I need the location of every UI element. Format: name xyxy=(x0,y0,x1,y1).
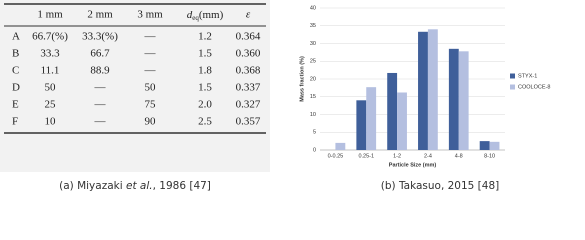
table-cell: — xyxy=(94,116,107,128)
y-tick-label: 40 xyxy=(310,5,316,11)
bar xyxy=(335,142,346,150)
table-header: ε xyxy=(246,9,251,21)
table-cell: — xyxy=(94,82,107,94)
table-cell: 0.337 xyxy=(236,82,261,94)
table-cell: 1.2 xyxy=(198,31,212,43)
y-tick-label: 35 xyxy=(310,23,316,29)
table-cell: 1.5 xyxy=(198,82,212,94)
table-header: deq(mm) xyxy=(187,9,224,22)
table-cell: 66.7(%) xyxy=(32,31,68,43)
table-cell: 2.0 xyxy=(198,99,212,111)
x-axis-label: Particle Size (mm) xyxy=(389,162,437,168)
bar xyxy=(427,29,438,150)
y-tick-label: 15 xyxy=(310,94,316,100)
table-cell: 88.9 xyxy=(90,65,110,77)
table-cell: 66.7 xyxy=(90,48,110,60)
table-cell: 25 xyxy=(45,99,57,111)
table-cell: 11.1 xyxy=(41,65,60,77)
table-cell: 0.357 xyxy=(236,116,261,128)
table-cell: 0.327 xyxy=(236,99,261,111)
table-cell: 50 xyxy=(45,82,57,94)
table-cell: 2.5 xyxy=(198,116,212,128)
table-cell: 0.364 xyxy=(236,31,261,43)
page: 1 mm 2 mm 3 mm deq(mm) ε A 66.7(%) 33.3(%) — 1.2 0… xyxy=(0,0,550,192)
y-tick-label: 25 xyxy=(310,59,316,65)
caption-author: Miyazaki xyxy=(77,180,123,192)
bar xyxy=(397,92,407,150)
header-sub: eq xyxy=(192,14,199,22)
table-header: 3 mm xyxy=(137,9,163,21)
legend-swatch xyxy=(510,73,515,79)
caption-label: (b) xyxy=(381,180,396,192)
y-tick-label: 10 xyxy=(310,112,316,118)
table-cell: 90 xyxy=(145,116,157,128)
table-cell: — xyxy=(144,65,157,77)
y-axis-label: Mass fraction (%) xyxy=(299,56,305,102)
caption-author: Takasuo, 2015 [48] xyxy=(398,180,499,192)
y-tick-label: 0 xyxy=(313,147,316,153)
bar xyxy=(366,87,377,150)
table-cell: 33.3(%) xyxy=(82,31,118,43)
table-background xyxy=(0,0,270,172)
legend-label: STYX-1 xyxy=(518,73,537,79)
table-cell: 10 xyxy=(45,116,57,128)
table-cell: — xyxy=(94,99,107,111)
x-tick-label: 0.25-1 xyxy=(358,153,374,159)
bar xyxy=(489,141,500,150)
table-cell: 0.368 xyxy=(236,65,261,77)
table-cell: E xyxy=(12,99,19,111)
x-tick-label: 4-8 xyxy=(455,153,463,159)
table-cell: 1.5 xyxy=(198,48,212,60)
header-main: d xyxy=(187,9,193,21)
legend-label: COOLOCE-8 xyxy=(518,84,550,90)
header-unit: (mm) xyxy=(199,9,224,21)
x-tick-label: 8-10 xyxy=(484,153,495,159)
bar xyxy=(448,48,459,151)
bar xyxy=(479,141,490,150)
table-cell: 1.8 xyxy=(198,65,212,77)
table-cell: 50 xyxy=(145,82,157,94)
bar xyxy=(418,31,428,150)
caption-etal: et al. xyxy=(126,180,153,192)
bar xyxy=(356,100,367,150)
table-cell: — xyxy=(144,48,157,60)
x-tick-label: 0-0.25 xyxy=(328,153,344,159)
caption: (a) Miyazaki et al., 1986 [47] xyxy=(59,180,211,192)
x-tick-label: 1-2 xyxy=(393,153,401,159)
table-cell: 33.3 xyxy=(40,48,60,60)
bar xyxy=(458,51,469,151)
table-header: 1 mm xyxy=(37,9,63,21)
x-tick-label: 2-4 xyxy=(424,153,432,159)
table-cell: D xyxy=(12,82,20,94)
table-header: 2 mm xyxy=(87,9,113,21)
y-tick-label: 5 xyxy=(313,130,316,136)
y-tick-label: 30 xyxy=(310,41,316,47)
table-cell: 0.360 xyxy=(236,48,261,60)
caption: (b) Takasuo, 2015 [48] xyxy=(381,180,499,192)
legend-swatch xyxy=(510,84,515,90)
table-cell: C xyxy=(12,65,19,77)
y-tick-label: 20 xyxy=(310,76,316,82)
caption-label: (a) xyxy=(59,180,74,192)
caption-rest: , 1986 [47] xyxy=(153,180,211,192)
bar xyxy=(387,72,398,150)
table-cell: B xyxy=(12,48,19,60)
table-cell: F xyxy=(12,116,18,128)
table-cell: A xyxy=(12,31,20,43)
table-cell: — xyxy=(144,31,157,43)
table-cell: 75 xyxy=(145,99,157,111)
